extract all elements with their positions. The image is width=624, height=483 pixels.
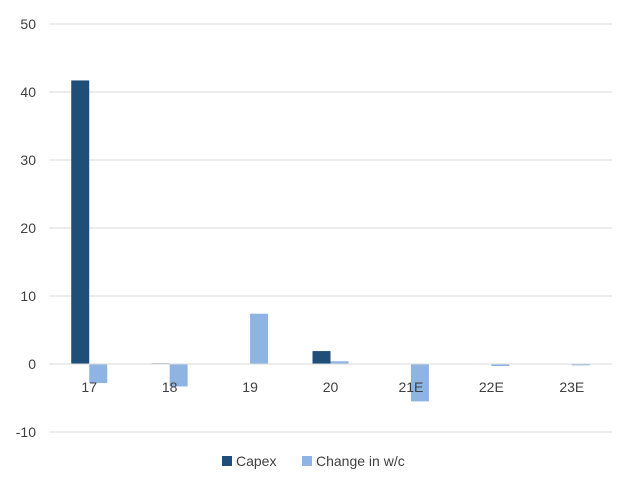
bar-change-in-wc-19 [250,313,269,364]
y-tick-label: 20 [20,220,36,236]
bar-change-in-wc-17 [89,364,108,384]
x-tick-label: 23E [559,379,584,395]
y-tick-label: 40 [20,84,36,100]
x-tick-label: 21E [398,379,423,395]
bar-change-in-wc-20 [330,361,349,364]
y-tick-label: 10 [20,288,36,304]
y-tick-label: 50 [20,16,36,32]
x-tick-label: 20 [323,379,339,395]
bar-capex-17 [71,80,90,364]
x-tick-label: 18 [162,379,178,395]
y-tick-label: 30 [20,152,36,168]
bar-capex-20 [312,351,331,364]
bars [71,80,590,402]
bar-change-in-wc-23E [571,364,590,366]
legend-swatch-capex [222,456,232,466]
bar-change-in-wc-18 [169,364,188,387]
bar-change-in-wc-21E [410,364,429,402]
y-tick-label: -10 [16,424,36,440]
y-tick-label: 0 [28,356,36,372]
x-tick-label: 19 [242,379,258,395]
x-tick-label: 17 [81,379,97,395]
legend-swatch-change-in-wc [302,456,312,466]
bar-change-in-wc-22E [491,364,510,367]
legend: Capex Change in w/c [222,453,405,469]
gridlines [49,23,612,433]
legend-label-change-in-wc: Change in w/c [316,453,405,469]
legend-label-capex: Capex [236,453,276,469]
x-tick-label: 22E [479,379,504,395]
x-axis-tick-labels: 17 18 19 20 21E 22E 23E [81,379,584,395]
y-axis-tick-labels: -10 0 10 20 30 40 50 [16,16,36,440]
